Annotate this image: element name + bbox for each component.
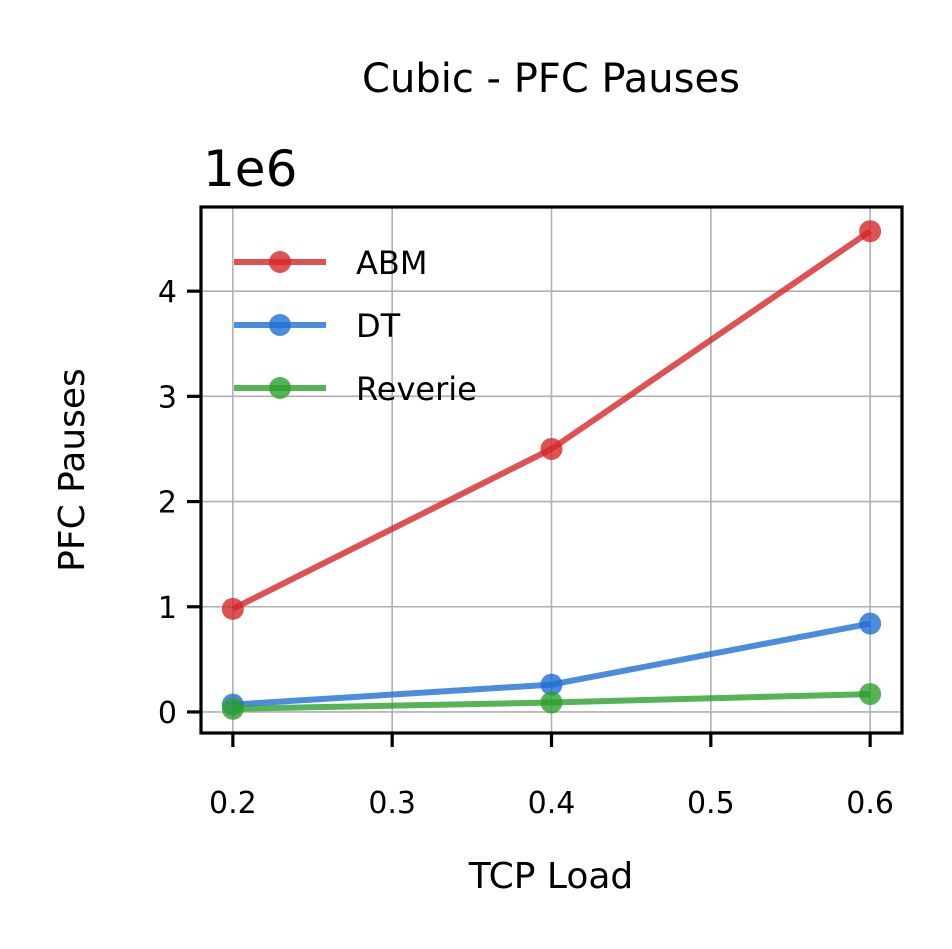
series-reverie [221,683,882,720]
data-point-abm [221,597,244,620]
axis-ticks: 0.2 0.3 0.4 0.5 0.6 0 1 2 3 4 [158,275,894,821]
data-point-reverie [540,691,563,714]
data-point-reverie [859,683,882,706]
x-tick-label: 0.3 [368,786,416,821]
chart-title: Cubic - PFC Pauses [362,56,740,102]
y-tick-label: 3 [158,380,177,415]
legend-label-reverie: Reverie [356,370,477,408]
data-point-abm [859,220,882,243]
y-tick-label: 1 [158,591,177,626]
series-abm [221,220,882,620]
y-tick-label: 2 [158,486,177,521]
x-axis-label: TCP Load [468,856,634,897]
y-axis-label: PFC Pauses [52,368,93,572]
x-tick-label: 0.6 [846,786,894,821]
y-tick-label: 4 [158,275,177,310]
series-lines [221,220,882,720]
legend-entry-abm: ABM [234,244,427,282]
data-point-dt [540,673,563,696]
x-tick-label: 0.5 [687,786,735,821]
x-tick-label: 0.4 [528,786,576,821]
data-point-abm [540,437,563,460]
x-tick-label: 0.2 [209,786,257,821]
legend-label-abm: ABM [356,244,427,282]
data-point-dt [859,612,882,635]
grid [201,207,902,733]
legend: ABM DT Reverie [234,244,477,408]
y-tick-label: 0 [158,696,177,731]
y-offset-label: 1e6 [203,140,297,198]
legend-marker-abm [269,251,291,273]
data-point-reverie [221,697,244,720]
plot-frame [199,205,904,735]
legend-label-dt: DT [356,307,401,345]
legend-marker-reverie [269,377,291,399]
legend-entry-dt: DT [234,307,401,345]
legend-marker-dt [269,314,291,336]
legend-entry-reverie: Reverie [234,370,477,408]
